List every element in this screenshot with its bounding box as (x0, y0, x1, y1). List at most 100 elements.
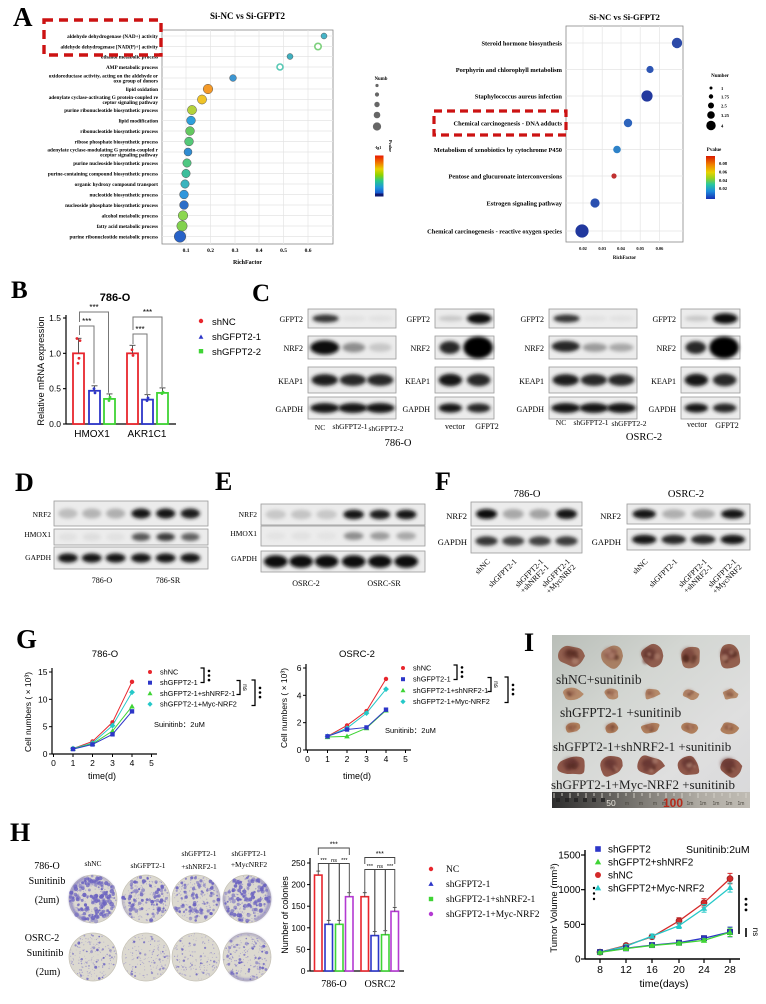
svg-text:20: 20 (673, 964, 685, 976)
svg-text:1m: 1m (687, 801, 694, 807)
svg-text:fatty acid metabolic process: fatty acid metabolic process (97, 224, 158, 230)
svg-text:0.04: 0.04 (617, 246, 625, 251)
svg-text:4: 4 (384, 754, 389, 764)
svg-text:shGFPT2-1+Myc-NRF2 +sunitinib: shGFPT2-1+Myc-NRF2 +sunitinib (551, 777, 735, 792)
svg-text:Chemical carcinogenesis - DNA: Chemical carcinogenesis - DNA adducts (453, 120, 562, 127)
svg-text:shGFPT2-1: shGFPT2-1 (332, 422, 367, 431)
svg-text:shGFPT2-1+Myc-NRF2: shGFPT2-1+Myc-NRF2 (413, 697, 490, 706)
svg-text:4: 4 (130, 758, 135, 768)
svg-text:ns: ns (377, 864, 383, 870)
svg-text:8: 8 (597, 964, 603, 976)
svg-text:Staphylococcus aureus infectio: Staphylococcus aureus infection (475, 93, 563, 100)
svg-text:NRF2: NRF2 (524, 344, 544, 353)
svg-text:HMOX1: HMOX1 (74, 429, 110, 440)
svg-text:shGFPT2-1+shNRF2-1: shGFPT2-1+shNRF2-1 (446, 895, 536, 905)
svg-text:NRF2: NRF2 (410, 344, 430, 353)
svg-text:12: 12 (620, 964, 632, 976)
svg-text:nucleoside phosphate biosynthe: nucleoside phosphate biosynthetic proces… (65, 203, 158, 209)
svg-text:shGFPT2-1+shNRF2-1 +sunitinib: shGFPT2-1+shNRF2-1 +sunitinib (553, 739, 731, 754)
svg-text:NRF2: NRF2 (33, 510, 52, 519)
svg-text:C: C (252, 280, 270, 307)
svg-text:(2um): (2um) (35, 895, 59, 906)
svg-text:Sunitinib: Sunitinib (29, 876, 66, 887)
svg-text:NC: NC (446, 865, 459, 875)
svg-text:1: 1 (721, 86, 724, 91)
svg-text:1: 1 (325, 754, 330, 764)
svg-text:Cell numbers ( × 10³): Cell numbers ( × 10³) (279, 668, 289, 748)
svg-text:0: 0 (297, 745, 302, 755)
svg-text:Chemical carcinogenesis - reac: Chemical carcinogenesis - reactive oxyge… (427, 228, 562, 235)
svg-text:1500: 1500 (558, 851, 581, 862)
svg-text:2: 2 (345, 754, 350, 764)
svg-text:Relative mRNA expression: Relative mRNA expression (36, 316, 46, 425)
svg-text:shNC+sunitinib: shNC+sunitinib (556, 672, 642, 687)
svg-text:ceptor signaling pathway: ceptor signaling pathway (102, 100, 158, 106)
svg-text:***: *** (89, 303, 98, 312)
svg-text:Estrogen signaling pathway: Estrogen signaling pathway (486, 200, 562, 207)
svg-text:RichFactor: RichFactor (613, 256, 637, 261)
svg-text:time(d): time(d) (343, 771, 371, 781)
svg-text:ribonucleotide biosynthetic pr: ribonucleotide biosynthetic process (80, 129, 158, 135)
svg-text:+shNRF2-1: +shNRF2-1 (181, 862, 217, 871)
svg-text:NRF2: NRF2 (283, 344, 303, 353)
svg-text:OSRC2: OSRC2 (364, 979, 395, 990)
svg-text:OSRC-2: OSRC-2 (626, 432, 662, 443)
svg-text:0: 0 (43, 749, 48, 759)
svg-text:RichFactor: RichFactor (233, 260, 262, 266)
svg-text:NRF2: NRF2 (656, 344, 676, 353)
svg-text:1.5: 1.5 (49, 313, 61, 323)
svg-text:Pvalue: Pvalue (388, 140, 393, 152)
svg-text:786-O: 786-O (385, 438, 412, 449)
svg-text:Metabolism of xenobiotics by c: Metabolism of xenobiotics by cytochrome … (434, 147, 562, 154)
svg-text:aldehyde dehydrogenase (NAD+): aldehyde dehydrogenase (NAD+) activity (67, 33, 158, 40)
svg-text:G: G (16, 624, 37, 654)
svg-text:786-O: 786-O (514, 489, 541, 500)
svg-text:NC: NC (315, 423, 325, 432)
svg-text:5: 5 (403, 754, 408, 764)
svg-text:Suinitinb：2uM: Suinitinb：2uM (154, 720, 205, 729)
svg-text:0.04: 0.04 (719, 178, 728, 183)
svg-text:0.05: 0.05 (636, 246, 644, 251)
svg-text:0.5: 0.5 (280, 248, 287, 254)
svg-text:oxo group of donors: oxo group of donors (114, 79, 158, 85)
svg-text:shGFPT2-1: shGFPT2-1 (446, 880, 491, 890)
svg-text:+MycNRF2: +MycNRF2 (231, 860, 268, 869)
svg-text:shNC: shNC (160, 668, 178, 677)
svg-text:nucleotide biosynthetic proces: nucleotide biosynthetic process (90, 193, 159, 199)
svg-text:NRF2: NRF2 (446, 511, 467, 521)
svg-text:4: 4 (721, 124, 724, 129)
svg-text:m: m (662, 801, 666, 807)
svg-text:eceptor signaling pathway: eceptor signaling pathway (100, 153, 158, 159)
svg-text:2: 2 (90, 758, 95, 768)
svg-text:shGFPT2-2: shGFPT2-2 (611, 419, 646, 428)
svg-text:3.25: 3.25 (721, 113, 730, 118)
svg-text:shGFPT2-1+shNRF2-1: shGFPT2-1+shNRF2-1 (160, 689, 235, 698)
svg-text:1.0: 1.0 (49, 348, 61, 358)
svg-text:B: B (11, 277, 28, 304)
svg-text:OSRC-2: OSRC-2 (339, 649, 375, 660)
svg-text:786-O: 786-O (321, 979, 347, 990)
svg-text:GAPDH: GAPDH (402, 405, 430, 414)
svg-text:A: A (13, 2, 33, 32)
svg-text:time(d): time(d) (88, 771, 116, 781)
svg-text:vector: vector (687, 420, 707, 429)
svg-text:ethanol metabolic process: ethanol metabolic process (101, 55, 158, 61)
svg-text:0.02: 0.02 (719, 186, 728, 191)
svg-text:Porphyrin and chlorophyll meta: Porphyrin and chlorophyll metabolism (456, 67, 563, 74)
svg-text:OSRC-2: OSRC-2 (25, 933, 59, 944)
svg-text:5: 5 (43, 722, 48, 732)
svg-text:shGFPT2-1: shGFPT2-1 (212, 332, 261, 343)
svg-text:shGFPT2-1: shGFPT2-1 (181, 849, 216, 858)
svg-text:shGFPT2-1+Myc-NRF2: shGFPT2-1+Myc-NRF2 (446, 910, 540, 920)
svg-text:5: 5 (149, 758, 154, 768)
svg-text:shGFPT2-1: shGFPT2-1 (130, 861, 165, 870)
svg-text:F: F (435, 467, 451, 496)
svg-text:purine-containing compound bio: purine-containing compound biosynthetic … (48, 172, 158, 178)
svg-text:ns: ns (492, 681, 499, 689)
svg-text:GAPDH: GAPDH (438, 537, 467, 547)
svg-text:m: m (625, 801, 629, 807)
svg-text:shGFPT2-1+shNRF2-1: shGFPT2-1+shNRF2-1 (413, 686, 488, 695)
svg-text:0.6: 0.6 (305, 248, 312, 254)
svg-text:shGFPT2-1: shGFPT2-1 (231, 849, 266, 858)
svg-text:28: 28 (724, 964, 736, 976)
